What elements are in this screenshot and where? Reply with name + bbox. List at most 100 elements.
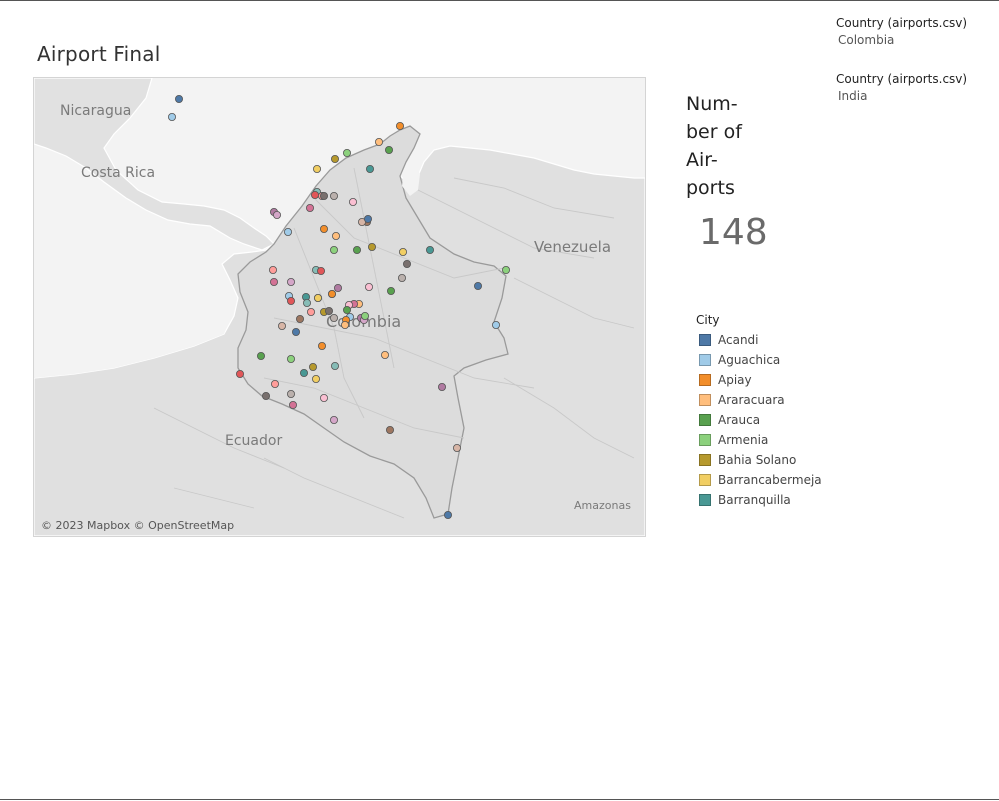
airport-point[interactable]	[365, 165, 374, 174]
airport-point[interactable]	[384, 146, 393, 155]
country-filter-2[interactable]: Country (airports.csv) India	[836, 72, 967, 103]
airport-points[interactable]	[167, 94, 510, 519]
legend-label: Acandi	[718, 333, 759, 347]
legend-title: City	[696, 313, 720, 327]
airport-point[interactable]	[331, 231, 340, 240]
label-nicaragua: Nicaragua	[60, 103, 131, 119]
airport-point[interactable]	[312, 165, 321, 174]
legend-swatch	[699, 374, 711, 386]
label-ecuador: Ecuador	[225, 433, 282, 449]
kpi-title: Num- ber of Air- ports	[686, 93, 742, 199]
filter-value[interactable]: Colombia	[838, 33, 895, 47]
map-attribution[interactable]: © 2023 Mapbox © OpenStreetMap	[41, 519, 235, 532]
airport-point[interactable]	[398, 247, 407, 256]
airport-point[interactable]	[340, 320, 349, 329]
airport-point[interactable]	[305, 204, 314, 213]
airport-point[interactable]	[402, 259, 411, 268]
legend-item[interactable]: Barrancabermeja	[696, 470, 822, 490]
legend-label: Armenia	[718, 433, 769, 447]
airport-point[interactable]	[330, 361, 339, 370]
airport-point[interactable]	[269, 277, 278, 286]
airport-point[interactable]	[270, 379, 279, 388]
airport-point[interactable]	[348, 198, 357, 207]
airport-point[interactable]	[272, 210, 281, 219]
airport-point[interactable]	[268, 265, 277, 274]
legend-item[interactable]: Armenia	[696, 430, 822, 450]
airport-point[interactable]	[311, 374, 320, 383]
country-filter-1[interactable]: Country (airports.csv) Colombia	[836, 16, 967, 47]
airport-point[interactable]	[277, 321, 286, 330]
legend-items[interactable]: Acandi Aguachica Apiay Araracuara Arauca Arme…	[696, 330, 822, 510]
airport-point[interactable]	[319, 393, 328, 402]
kpi-value: 148	[699, 212, 768, 253]
legend-item[interactable]: Apiay	[696, 370, 822, 390]
airport-point[interactable]	[319, 192, 328, 201]
airport-point[interactable]	[256, 351, 265, 360]
airport-point[interactable]	[288, 400, 297, 409]
airport-point[interactable]	[329, 313, 338, 322]
airport-point[interactable]	[491, 320, 500, 329]
airport-point[interactable]	[306, 307, 315, 316]
airport-point[interactable]	[397, 273, 406, 282]
airport-point[interactable]	[295, 314, 304, 323]
airport-point[interactable]	[299, 368, 308, 377]
airport-point[interactable]	[342, 149, 351, 158]
legend-item[interactable]: Bahia Solano	[696, 450, 822, 470]
airport-point[interactable]	[316, 266, 325, 275]
map-canvas[interactable]: Nicaragua Costa Rica Venezuela Colombia …	[34, 78, 645, 536]
airport-point[interactable]	[291, 327, 300, 336]
airport-point[interactable]	[167, 113, 176, 122]
airport-point[interactable]	[310, 191, 319, 200]
lake-maracaibo	[402, 162, 420, 196]
airport-point[interactable]	[261, 391, 270, 400]
dashboard-title: Airport Final	[37, 42, 161, 66]
airport-point[interactable]	[235, 369, 244, 378]
airport-point[interactable]	[360, 311, 369, 320]
airport-point[interactable]	[286, 354, 295, 363]
airport-point[interactable]	[364, 282, 373, 291]
legend-item[interactable]: Aguachica	[696, 350, 822, 370]
airport-point[interactable]	[352, 245, 361, 254]
airport-point[interactable]	[374, 138, 383, 147]
city-legend[interactable]: City Acandi Aguachica Apiay Araracuara Arauc…	[696, 313, 822, 510]
airport-point[interactable]	[329, 245, 338, 254]
airport-point[interactable]	[313, 293, 322, 302]
airport-point[interactable]	[380, 350, 389, 359]
airport-point[interactable]	[330, 155, 339, 164]
airport-point[interactable]	[319, 224, 328, 233]
airport-point[interactable]	[302, 298, 311, 307]
legend-item[interactable]: Arauca	[696, 410, 822, 430]
airport-map[interactable]: Nicaragua Costa Rica Venezuela Colombia …	[33, 77, 646, 537]
legend-swatch	[699, 334, 711, 346]
legend-swatch	[699, 434, 711, 446]
airport-point[interactable]	[443, 510, 452, 519]
airport-point[interactable]	[317, 341, 326, 350]
airport-point[interactable]	[286, 296, 295, 305]
airport-point[interactable]	[473, 281, 482, 290]
airport-point[interactable]	[324, 306, 333, 315]
airport-point[interactable]	[386, 286, 395, 295]
filter-title: Country (airports.csv)	[836, 16, 968, 30]
legend-item[interactable]: Araracuara	[696, 390, 822, 410]
airport-point[interactable]	[425, 245, 434, 254]
airport-point[interactable]	[367, 242, 376, 251]
airport-point[interactable]	[385, 425, 394, 434]
airport-point[interactable]	[329, 415, 338, 424]
airport-point[interactable]	[452, 443, 461, 452]
airport-point[interactable]	[174, 94, 183, 103]
airport-point[interactable]	[308, 362, 317, 371]
airport-point[interactable]	[501, 265, 510, 274]
airport-point[interactable]	[342, 305, 351, 314]
airport-point[interactable]	[286, 277, 295, 286]
airport-point[interactable]	[363, 214, 372, 223]
legend-item[interactable]: Barranquilla	[696, 490, 822, 510]
airport-point[interactable]	[283, 227, 292, 236]
airport-point[interactable]	[437, 382, 446, 391]
airport-point[interactable]	[333, 283, 342, 292]
airport-point[interactable]	[395, 122, 404, 131]
airport-point[interactable]	[329, 192, 338, 201]
airport-point[interactable]	[286, 389, 295, 398]
legend-item[interactable]: Acandi	[696, 330, 822, 350]
airport-point[interactable]	[327, 289, 336, 298]
filter-value[interactable]: India	[838, 89, 868, 103]
